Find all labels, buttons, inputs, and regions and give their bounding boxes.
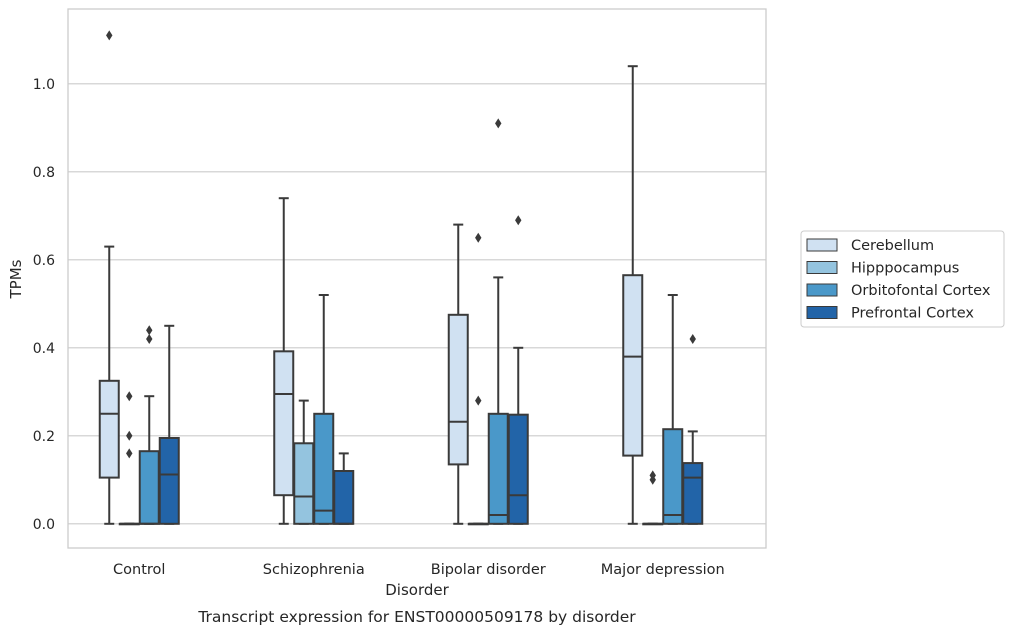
chart-caption: Transcript expression for ENST0000050917… xyxy=(197,608,636,626)
legend-label: Prefrontal Cortex xyxy=(851,306,974,322)
legend-swatch xyxy=(806,238,838,252)
legend-swatch xyxy=(806,283,838,297)
box-0-2 xyxy=(138,325,160,525)
box-2-3 xyxy=(507,215,529,525)
y-tick-label: 0.8 xyxy=(33,165,55,181)
box-0-3 xyxy=(158,324,180,525)
box-body xyxy=(138,450,160,525)
x-axis-label: Disorder xyxy=(385,581,449,599)
outlier-point xyxy=(126,391,133,402)
legend-label: Orbitofontal Cortex xyxy=(851,283,991,299)
plot-area-frame xyxy=(67,8,767,549)
outlier-point xyxy=(106,30,113,41)
boxes-layer xyxy=(98,30,704,526)
x-tick-label: Control xyxy=(113,562,165,578)
box-1-1 xyxy=(293,399,315,525)
box-0-0 xyxy=(98,30,120,525)
box-2-0 xyxy=(447,223,469,525)
legend-swatch xyxy=(806,261,838,274)
box-2-1 xyxy=(467,232,489,526)
box-0-1 xyxy=(118,391,140,526)
x-tick-label: Schizophrenia xyxy=(263,562,365,578)
y-tick-label: 0.6 xyxy=(33,253,55,269)
box-body xyxy=(662,428,684,525)
outlier-point xyxy=(475,232,482,243)
box-3-3 xyxy=(682,334,704,525)
box-body xyxy=(487,412,509,525)
legend-swatch xyxy=(806,306,838,319)
x-tick-label: Bipolar disorder xyxy=(431,562,546,578)
box-body xyxy=(507,413,529,525)
box-body xyxy=(273,350,295,497)
legend-label: Cerebellum xyxy=(851,238,934,254)
box-body xyxy=(682,462,704,525)
box-body xyxy=(313,412,335,525)
box-1-0 xyxy=(273,197,295,525)
box-2-2 xyxy=(487,118,509,525)
box-body xyxy=(447,313,469,466)
outlier-point xyxy=(495,118,502,129)
box-body xyxy=(333,470,355,525)
box-body xyxy=(98,379,120,479)
box-1-2 xyxy=(313,294,335,525)
x-axis-ticks: Control Schizophrenia Bipolar disorder Majo… xyxy=(113,562,725,578)
outlier-point xyxy=(146,334,153,344)
outlier-point xyxy=(126,430,133,441)
legend: Cerebellum Hipppocampus Orbitofontal Corte… xyxy=(800,230,1005,328)
y-tick-label: 0.2 xyxy=(33,429,55,445)
y-tick-label: 1.0 xyxy=(33,77,55,93)
box-3-2 xyxy=(662,294,684,525)
outlier-point xyxy=(126,448,133,459)
legend-label: Hipppocampus xyxy=(851,261,959,277)
y-axis-label: TPMs xyxy=(7,259,25,299)
outlier-point xyxy=(475,395,482,406)
legend-frame xyxy=(800,230,1005,328)
outlier-point xyxy=(649,470,656,481)
outlier-point xyxy=(146,325,153,336)
box-3-0 xyxy=(622,65,644,525)
x-tick-label: Major depression xyxy=(601,562,725,578)
outlier-point xyxy=(689,334,696,344)
outlier-point xyxy=(515,215,522,226)
box-1-3 xyxy=(333,452,355,525)
box-3-1 xyxy=(642,470,664,526)
y-tick-label: 0.4 xyxy=(33,341,55,357)
box-body xyxy=(293,442,315,525)
box-body xyxy=(158,437,180,525)
box-body xyxy=(622,274,644,457)
y-tick-label: 0.0 xyxy=(33,517,55,533)
y-axis-ticks: 0.0 0.2 0.4 0.6 0.8 1.0 xyxy=(33,77,55,533)
